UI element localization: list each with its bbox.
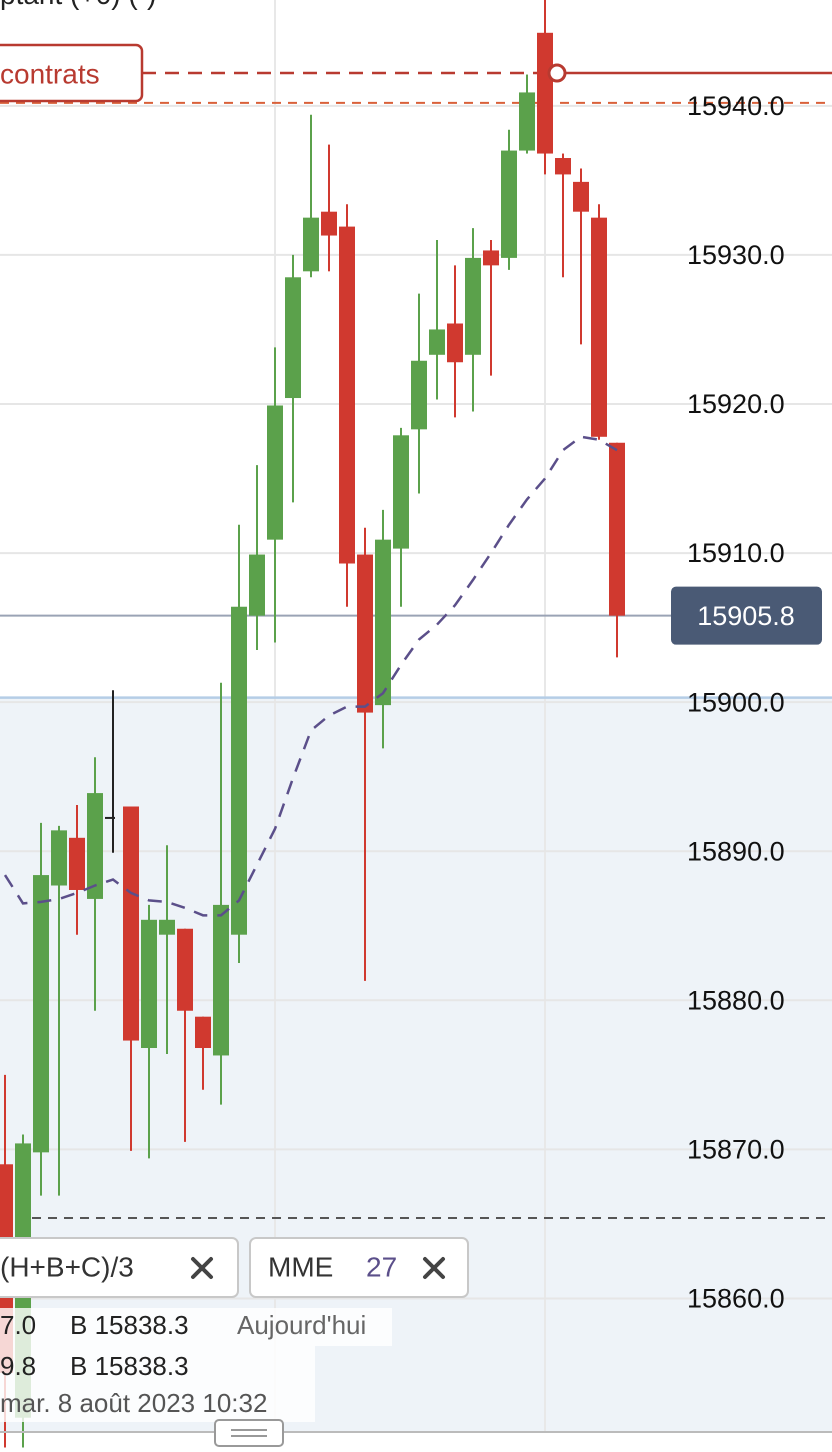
info-value: 9.8 [0,1351,36,1381]
candle-body [555,158,571,175]
scroll-handle[interactable] [214,1419,284,1447]
candle-body [303,217,319,272]
y-tick-label: 15890.0 [687,836,785,866]
y-tick-label: 15940.0 [687,91,785,121]
info-day: Aujourd'hui [237,1310,366,1340]
candle-body [231,606,247,935]
candle-body [69,837,85,890]
candle-body [465,257,481,355]
candle-body [249,554,265,616]
price-badge [671,586,822,645]
candle-body [87,793,103,899]
candle-body [519,92,535,151]
candle-body [357,554,373,713]
close-icon[interactable] [191,1257,213,1279]
y-tick-label: 15870.0 [687,1135,785,1165]
candle-body [429,329,445,355]
candle-body [213,904,229,1056]
legend-pill[interactable] [249,1237,469,1298]
candle-body [51,830,67,886]
moving-average [3,435,618,917]
candle-body [537,32,553,154]
order-box[interactable] [0,43,144,103]
chart-title: ptant (+0) (-) [0,0,156,10]
info-background [0,1308,392,1346]
candle-body [483,250,499,266]
candle-body [411,360,427,430]
legend-pill[interactable] [0,1237,239,1298]
legend-label: MME [268,1251,333,1282]
candle-body [609,442,625,616]
candle-body [195,1016,211,1049]
order-handle [547,63,567,83]
y-tick-label: 15880.0 [687,985,785,1015]
candle-body [267,405,283,540]
candle-body [141,919,157,1049]
y-tick-label: 15900.0 [687,687,785,717]
candle-body [501,150,517,258]
legend-label: (H+B+C)/3 [0,1251,134,1282]
legend-period: 27 [366,1251,397,1282]
candle-body [123,806,139,1041]
info-date: mar. 8 août 2023 10:32 [0,1388,267,1418]
candle-body [177,928,193,1011]
y-tick-label: 15930.0 [687,240,785,270]
candle-body [339,226,355,564]
candle-body [573,181,589,212]
info-value: B 15838.3 [70,1310,189,1340]
candle-body [321,211,337,236]
candle-body [33,875,49,1153]
price-badge-label: 15905.8 [697,601,795,631]
order-label: contrats [0,58,100,89]
close-icon[interactable] [423,1257,445,1279]
candle-body [393,435,409,549]
info-value: B 15838.3 [70,1351,189,1381]
candle-body [447,323,463,363]
candle-body [159,919,175,935]
candle-body [105,816,115,819]
info-value: 7.0 [0,1310,36,1340]
y-tick-label: 15860.0 [687,1284,785,1314]
candle-body [375,539,391,706]
info-background [0,1346,315,1422]
y-tick-label: 15910.0 [687,538,785,568]
candle-body [591,217,607,437]
candle-body [285,277,301,399]
y-tick-label: 15920.0 [687,389,785,419]
